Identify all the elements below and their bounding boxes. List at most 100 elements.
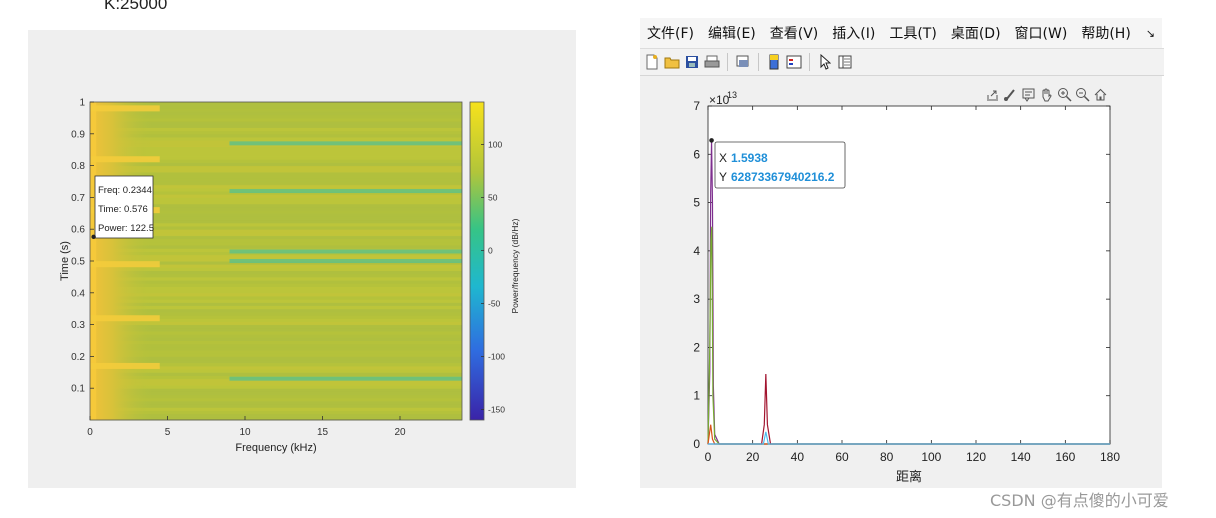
spectrogram-band <box>90 321 462 326</box>
y-tick-label: 0.1 <box>71 384 85 395</box>
x-tick-label: 120 <box>966 450 986 464</box>
spectrogram-band <box>90 213 462 217</box>
datatip-box <box>94 175 154 239</box>
line-chart-datatip[interactable]: X 1.5938 Y 62873367940216.2 <box>709 138 846 189</box>
spectrogram-band <box>90 400 462 405</box>
menu-window[interactable]: 窗口(W) <box>1014 26 1068 42</box>
x-tick-label: 60 <box>835 450 849 464</box>
menu-edit[interactable]: 编辑(E) <box>707 26 756 42</box>
y-tick-label: 0.2 <box>71 352 85 363</box>
spectrogram-datatip[interactable]: Freq: 0.2344 Time: 0.576 Power: 122.5 <box>91 175 154 240</box>
print-preview-icon[interactable] <box>734 53 752 71</box>
toolbar-separator <box>758 53 759 71</box>
zoom-in-icon[interactable] <box>1056 86 1072 102</box>
save-icon[interactable] <box>683 53 701 71</box>
spectrogram-plot-area <box>89 101 463 421</box>
menu-help[interactable]: 帮助(H) <box>1081 26 1131 42</box>
spectrogram-band <box>90 410 462 415</box>
spectrogram-band <box>90 203 462 208</box>
y-tick-label: 1 <box>79 98 85 109</box>
spectrogram-band <box>90 210 462 214</box>
x-tick-label: 10 <box>239 427 251 438</box>
menu-file[interactable]: 文件(F) <box>647 26 694 42</box>
y-exponent-power: 13 <box>727 90 737 100</box>
x-tick-label: 100 <box>921 450 941 464</box>
spectrogram-band <box>90 346 462 351</box>
x-tick-label: 20 <box>746 450 760 464</box>
x-tick-label: 80 <box>880 450 894 464</box>
colorbar: 100 50 0 -50 -100 -150 Power/frequency (dB/Hz) <box>469 101 520 421</box>
spectrogram-band <box>90 159 462 163</box>
datatip-marker <box>91 234 96 240</box>
x-tick-label: 180 <box>1100 450 1120 464</box>
line-chart-series <box>707 140 1110 445</box>
spectrogram-band <box>90 108 462 113</box>
y-tick-label: 0.3 <box>71 320 85 331</box>
spectrogram-band <box>90 102 462 106</box>
x-axis-label: 距离 <box>896 469 922 484</box>
menu-insert[interactable]: 插入(I) <box>832 26 876 42</box>
spectrogram-low-band <box>229 376 462 381</box>
spectrogram-band <box>90 330 462 335</box>
y-tick-label: 2 <box>693 340 700 354</box>
select-pointer-icon[interactable] <box>816 53 834 71</box>
data-tips-icon[interactable] <box>1020 86 1036 102</box>
spectrogram-band <box>90 273 462 278</box>
toolbar-separator <box>727 53 728 71</box>
pan-icon[interactable] <box>1038 86 1054 102</box>
x-tick-label: 0 <box>705 450 712 464</box>
brush-icon[interactable] <box>1002 86 1018 102</box>
spectrogram-band <box>90 165 462 170</box>
print-icon[interactable] <box>703 53 721 71</box>
y-tick-label: 0.8 <box>71 161 85 172</box>
colorbar-icon[interactable] <box>765 53 783 71</box>
legend-icon[interactable] <box>785 53 803 71</box>
spectrogram-band <box>90 152 462 157</box>
y-tick-label: 4 <box>693 244 700 258</box>
toolbar-separator <box>809 53 810 71</box>
x-tick-label: 15 <box>317 427 329 438</box>
datatip-x-label: X <box>719 151 727 165</box>
spectrogram-band <box>90 397 462 402</box>
export-icon[interactable] <box>984 86 1000 102</box>
open-file-icon[interactable] <box>663 53 681 71</box>
datatip-time: Time: 0.576 <box>98 204 148 215</box>
zoom-out-icon[interactable] <box>1074 86 1090 102</box>
menu-desktop[interactable]: 桌面(D) <box>950 26 1001 42</box>
spectrogram-band <box>90 305 462 310</box>
spectrogram-band <box>90 289 462 294</box>
spectrogram-band <box>90 168 462 173</box>
spectrogram-band <box>90 206 462 211</box>
spectrogram-band <box>90 241 462 246</box>
menu-tools[interactable]: 工具(T) <box>889 26 937 42</box>
spectrogram-band <box>90 105 462 109</box>
spectrogram-band <box>90 295 462 300</box>
spectrogram-high-power-region <box>90 102 152 420</box>
spectrogram-band <box>90 184 462 189</box>
colorbar-tick-label: 50 <box>488 192 498 202</box>
new-figure-icon[interactable] <box>643 53 661 71</box>
spectrogram-band <box>90 391 462 396</box>
spectrogram-band <box>90 315 462 319</box>
spectrogram-band <box>90 385 462 389</box>
watermark-text: CSDN @有点傻的小可爱 <box>990 491 1169 510</box>
spectrogram-band <box>90 299 462 303</box>
menu-view[interactable]: 查看(V) <box>769 26 819 42</box>
spectrogram-band <box>90 133 462 138</box>
y-tick-label: 0.5 <box>71 257 85 268</box>
spectrogram-band <box>90 413 462 418</box>
home-icon[interactable] <box>1092 86 1108 102</box>
arrow-more-icon[interactable]: ↘ <box>1145 26 1155 40</box>
spectrogram-band <box>90 226 462 230</box>
x-tick-label: 20 <box>394 427 406 438</box>
spectrogram-band <box>90 121 462 125</box>
spectrogram-highlight-band <box>90 261 160 268</box>
spectrogram-band <box>90 238 462 243</box>
property-inspector-icon[interactable] <box>836 53 854 71</box>
y-tick-label: 3 <box>693 292 700 306</box>
spectrogram-band <box>90 114 462 119</box>
datatip-marker <box>709 138 714 143</box>
spectrogram-band <box>90 381 462 386</box>
